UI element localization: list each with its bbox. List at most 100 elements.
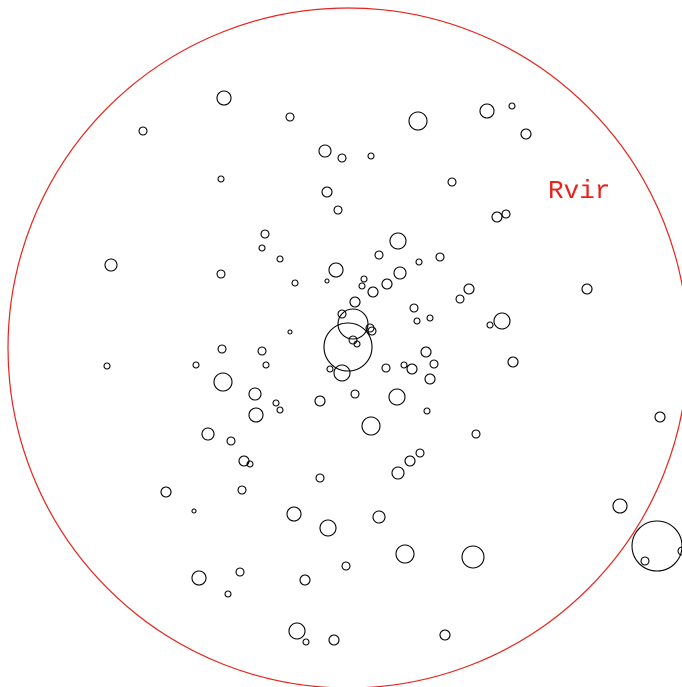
subhalo-circle [435,252,445,262]
subhalo-circle [328,634,340,646]
subhalo-circle [217,344,227,354]
subhalo-circle [388,388,406,406]
subhalo-circle [654,411,666,423]
subhalo-circle [408,111,428,131]
subhalo-circle [393,266,407,280]
subhalo-circle [404,455,416,467]
subhalo-circle [486,321,494,329]
subhalo-circle [439,629,451,641]
subhalo-circle [285,112,295,122]
subhalo-circle [257,346,267,356]
subhalo-circle [237,485,247,495]
subhalo-circle [191,570,207,586]
subhalo-circle [217,175,225,183]
subhalo-circle [258,244,266,252]
subhalo-circle [353,340,361,348]
subhalo-circle [226,436,236,446]
subhalo-circle [493,312,511,330]
subhalo-circle [260,229,270,239]
subhalo-circle [612,498,628,514]
subhalo-circle [272,399,280,407]
subhalo-circle [520,128,532,140]
subhalo-circle [333,205,343,215]
subhalo-circle [395,544,415,564]
subhalo-circle [337,153,347,163]
subhalo-circle [333,364,351,382]
subhalo-circle [321,186,333,198]
subhalo-circle [235,567,245,577]
subhalo-circle [677,546,682,556]
subhalo-circle [367,152,375,160]
subhalo-circle [508,102,516,110]
subhalo-circle [224,590,232,598]
subhalo-circle [389,232,407,250]
rvir-label: Rvir [548,176,611,206]
subhalo-circle [248,407,264,423]
subhalo-circle [479,103,495,119]
subhalo-circle [326,365,334,373]
subhalo-circle [348,335,358,345]
subhalo-circle [447,177,457,187]
subhalo-circle [324,278,330,284]
subhalo-circle [461,545,485,569]
subhalo-circle [341,561,351,571]
subhalo-circle [192,361,200,369]
subhalo-circle [426,314,434,322]
subhalo-circle [286,506,302,522]
subhalo-circle [491,211,503,223]
subhalo-circle [365,323,375,333]
subhalo-circle [291,279,299,287]
subhalo-circle [276,406,284,414]
subhalo-circle [276,255,284,263]
subhalo-circle [323,322,373,372]
subhalo-circle [315,473,325,483]
subhalo-circle [350,389,360,399]
subhalo-circle [314,395,326,407]
subhalo-circle [507,356,519,368]
subhalo-circle [471,429,481,439]
subhalo-circle [420,346,432,358]
subhalo-circle [423,407,431,415]
subhalo-circle [631,520,682,572]
subhalo-circle [319,519,337,537]
subhalo-circle [288,622,306,640]
subhalo-circle [191,508,197,514]
subhalo-circle [361,416,381,436]
subhalo-circle [406,363,418,375]
subhalo-circle [201,427,215,441]
subhalo-circle [213,372,233,392]
subhalo-circle [138,126,148,136]
subhalo-circle [287,329,293,335]
subhalo-circle [581,283,593,295]
subhalo-circle [262,361,270,369]
subhalo-circle [318,144,332,158]
subhalo-circle [381,278,393,290]
subhalo-circle [367,286,379,298]
subhalo-circle [424,373,436,385]
subhalo-circle [248,387,262,401]
subhalo-circle [337,309,347,319]
subhalo-circle [299,574,311,586]
subhalo-circle [391,466,405,480]
subhalo-circle [374,250,384,260]
subhalo-circle [302,638,310,646]
subhalo-circle [358,282,366,290]
subhalo-circle [429,359,439,369]
subhalo-circle [160,486,172,498]
subhalo-circle [455,294,465,304]
subhalo-circle [328,262,344,278]
subhalo-circle [367,326,377,336]
subhalo-circle [415,258,423,266]
subhalo-circle [349,296,361,308]
subhalo-circle [246,460,254,468]
subhalo-circle [381,363,391,373]
subhalo-group [103,90,682,646]
subhalo-circle [409,303,419,313]
subhalo-circle [216,269,226,279]
subhalo-circle [640,556,650,566]
subhalo-circle [360,275,368,283]
virial-radius-circle [7,7,682,687]
subhalo-circle [104,258,118,272]
subhalo-circle [400,361,408,369]
